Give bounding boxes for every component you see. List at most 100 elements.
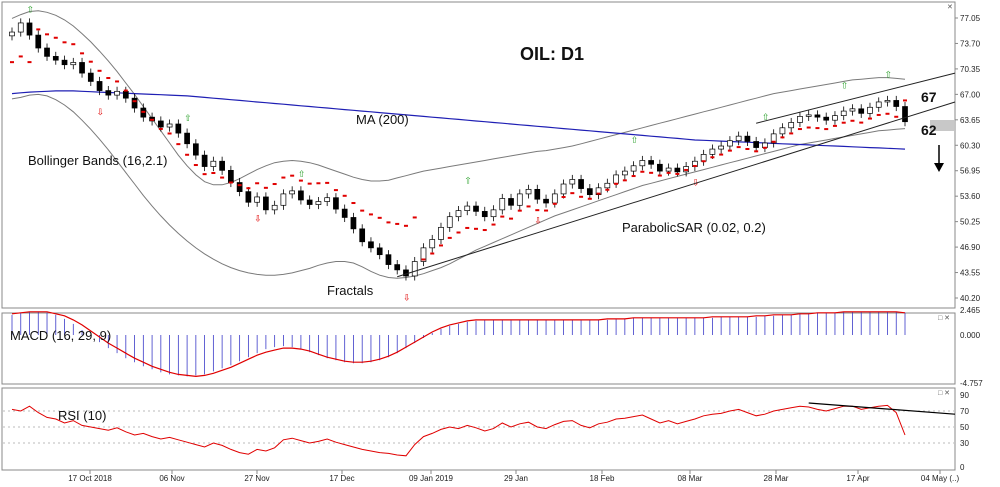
- parabolic-sar-dot: [167, 132, 172, 135]
- candle-body: [236, 182, 243, 192]
- parabolic-sar-dot: [18, 55, 23, 58]
- parabolic-sar-dot: [45, 33, 50, 36]
- candle-body: [254, 196, 260, 203]
- candle-body: [184, 132, 190, 145]
- candle-body: [674, 167, 681, 173]
- parabolic-sar-dot: [727, 149, 732, 152]
- parabolic-sar-dot: [53, 36, 58, 39]
- date-tick-label: 06 Nov: [159, 474, 184, 483]
- parabolic-sar-dot: [579, 195, 584, 198]
- candle-body: [175, 123, 182, 134]
- date-tick-label: 28 Mar: [764, 474, 789, 483]
- date-tick-label: 04 May (..): [921, 474, 960, 483]
- main-panel-close-icon[interactable]: ✕: [947, 4, 953, 11]
- candle-body: [516, 193, 523, 206]
- bollinger-annotation: Bollinger Bands (16,2.1): [28, 153, 167, 168]
- candle-body: [79, 62, 85, 74]
- candle-body: [350, 217, 357, 230]
- fractal-down-mark: ⇩: [403, 292, 411, 302]
- date-tick-label: 29 Jan: [504, 474, 528, 483]
- candle-body: [525, 188, 532, 195]
- parabolic-sar-dot: [386, 221, 391, 224]
- parabolic-sar-dot: [80, 52, 85, 55]
- macd-axis: 2.465 0.000 -4.757: [960, 306, 983, 388]
- parabolic-sar-dot: [360, 209, 365, 212]
- candle-body: [394, 264, 401, 271]
- parabolic-sar-dot: [255, 182, 260, 185]
- candle-body: [438, 226, 444, 240]
- candle-body: [245, 191, 252, 203]
- price-tick-label: 70.35: [960, 65, 981, 74]
- parabolic-sar-dot: [176, 143, 181, 146]
- parabolic-sar-dot: [841, 121, 846, 124]
- candle-body: [17, 22, 24, 33]
- level-67-label: 67: [921, 89, 937, 105]
- parabolic-sar-dot: [867, 117, 872, 120]
- parabolic-sar-dot: [456, 231, 461, 234]
- parabolic-sar-dot: [333, 189, 338, 192]
- parabolic-sar-dot: [544, 209, 549, 212]
- parabolic-sar-dot: [430, 252, 435, 255]
- fractal-up-mark: ⇧: [884, 70, 892, 80]
- parabolic-sar-dot: [631, 175, 636, 178]
- date-tick-label: 08 Mar: [678, 474, 703, 483]
- date-tick-label: 17 Apr: [846, 474, 869, 483]
- rsi-tick-label: 0: [960, 463, 965, 472]
- candle-body: [455, 210, 462, 218]
- date-tick-label: 27 Nov: [244, 474, 269, 483]
- parabolic-sar-dot: [657, 174, 662, 177]
- candle-body: [586, 188, 593, 196]
- date-tick-label: 18 Feb: [590, 474, 615, 483]
- parabolic-sar-dot: [474, 227, 479, 230]
- candle-body: [473, 205, 479, 212]
- fractal-up-mark: ⇧: [27, 4, 35, 14]
- price-tick-label: 46.90: [960, 243, 981, 252]
- macd-plot: [11, 311, 906, 378]
- candle-body: [122, 90, 129, 99]
- parabolic-sar-dot: [447, 236, 452, 239]
- parabolic-sar-dot: [832, 124, 837, 127]
- parabolic-sar-dot: [132, 100, 137, 103]
- parabolic-sar-dot: [605, 188, 610, 191]
- candle-body: [770, 133, 777, 144]
- rsi-panel-close-icon[interactable]: □ ✕: [938, 390, 950, 397]
- parabolic-sar-dot: [368, 213, 373, 216]
- level-62-label: 62: [921, 122, 937, 138]
- candle-body: [429, 239, 436, 249]
- parabolic-sar-dot: [246, 187, 251, 190]
- candle-body: [298, 190, 304, 201]
- price-axis: 77.05 73.70 70.35 67.00 63.65 60.30 56.95 53.60…: [955, 14, 981, 303]
- candle-body: [744, 135, 751, 142]
- candle-body: [315, 201, 322, 205]
- parabolic-sar-dot: [754, 150, 759, 153]
- rsi-line: [11, 404, 906, 457]
- candle-body: [446, 216, 453, 228]
- parabolic-sar-dot: [185, 153, 190, 156]
- macd-signal-line: [11, 311, 906, 378]
- price-tick-label: 77.05: [960, 14, 981, 23]
- fractal-down-mark: ⇩: [254, 213, 262, 223]
- price-tick-label: 56.95: [960, 167, 981, 176]
- parabolic-sar-dot: [71, 43, 76, 46]
- candle-body: [508, 198, 514, 206]
- ma-200-annotation: MA (200): [356, 112, 409, 127]
- candle-body: [464, 205, 471, 211]
- candle-body: [805, 114, 812, 117]
- candle-body: [814, 114, 821, 118]
- price-tick-label: 40.20: [960, 294, 981, 303]
- parabolic-sar-dot: [894, 115, 899, 118]
- fractal-up-mark: ⇧: [464, 175, 472, 185]
- candle-body: [368, 241, 374, 249]
- parabolic-sar-dot: [526, 205, 531, 208]
- fractal-down-mark: ⇩: [534, 216, 542, 226]
- parabolic-sar-dot: [115, 80, 120, 83]
- parabolic-sar-dot: [211, 172, 216, 175]
- main-plot: ⇧ ⇩ ⇧ ⇩ ⇧ ⇩ ⇧ ⇩ ⇧ ⇩ ⇧ ⇧ ⇧: [9, 4, 956, 302]
- candle-body: [858, 108, 865, 114]
- price-tick-label: 67.00: [960, 90, 981, 99]
- candle-body: [193, 143, 199, 156]
- macd-panel-close-icon[interactable]: □ ✕: [938, 315, 950, 322]
- parabolic-sar-dot: [762, 146, 767, 149]
- parabolic-sar-dot: [500, 215, 505, 218]
- price-tick-label: 43.55: [960, 269, 981, 278]
